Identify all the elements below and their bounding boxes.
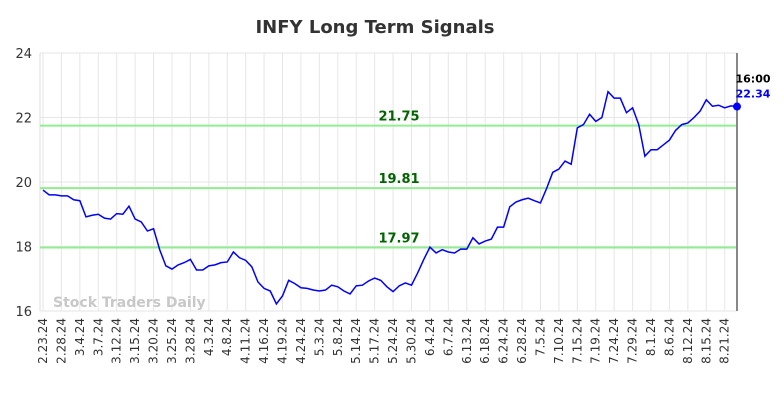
x-tick-label: 2.28.24 <box>54 318 68 364</box>
x-tick-label: 5.17.24 <box>368 318 382 364</box>
x-tick-label: 8.21.24 <box>718 318 732 364</box>
y-tick-label: 24 <box>15 47 32 62</box>
price-line <box>42 90 738 306</box>
x-tick-label: 4.24.24 <box>294 318 308 364</box>
x-tick-label: 5.3.24 <box>312 318 326 356</box>
last-point <box>733 102 741 111</box>
x-tick-label: 3.4.24 <box>73 318 87 356</box>
x-tick-label: 8.6.24 <box>662 318 676 356</box>
last-time-label: 16:00 <box>735 73 770 86</box>
last-value-label: 22.34 <box>736 88 771 101</box>
x-tick-label: 6.13.24 <box>460 318 474 364</box>
x-tick-label: 5.14.24 <box>349 318 363 364</box>
x-tick-label: 3.28.24 <box>183 318 197 364</box>
x-tick-label: 5.30.24 <box>404 318 418 364</box>
x-tick-label: 8.15.24 <box>699 318 713 364</box>
x-tick-label: 7.10.24 <box>552 318 566 364</box>
y-tick-label: 20 <box>15 176 32 191</box>
x-tick-label: 3.15.24 <box>128 318 142 364</box>
x-tick-label: 8.12.24 <box>681 318 695 364</box>
x-tick-label: 3.12.24 <box>110 318 124 364</box>
x-tick-label: 4.19.24 <box>276 318 290 364</box>
x-tick-label: 6.7.24 <box>441 318 455 356</box>
x-tick-label: 5.8.24 <box>331 318 345 356</box>
x-tick-label: 7.19.24 <box>589 318 603 364</box>
x-tick-label: 4.16.24 <box>257 318 271 364</box>
x-tick-label: 5.24.24 <box>386 318 400 364</box>
level-label: 21.75 <box>378 110 419 125</box>
level-label: 17.97 <box>378 231 419 246</box>
x-tick-label: 8.1.24 <box>644 318 658 356</box>
x-tick-label: 4.3.24 <box>202 318 216 356</box>
x-tick-label: 3.7.24 <box>91 318 105 356</box>
y-tick-label: 18 <box>15 241 32 256</box>
chart-title: INFY Long Term Signals <box>255 17 494 38</box>
y-tick-label: 22 <box>15 112 32 127</box>
watermark: Stock Traders Daily <box>53 295 206 311</box>
x-tick-label: 2.23.24 <box>36 318 50 364</box>
level-label: 19.81 <box>378 172 419 187</box>
x-tick-label: 7.24.24 <box>607 318 621 364</box>
x-tick-label: 7.5.24 <box>533 318 547 356</box>
x-tick-label: 6.24.24 <box>497 318 511 364</box>
x-tick-label: 7.15.24 <box>570 318 584 364</box>
x-tick-label: 3.20.24 <box>147 318 161 364</box>
x-tick-label: 4.11.24 <box>239 318 253 364</box>
x-tick-label: 6.18.24 <box>478 318 492 364</box>
x-tick-label: 3.25.24 <box>165 318 179 364</box>
x-tick-label: 6.28.24 <box>515 318 529 364</box>
x-tick-label: 7.29.24 <box>626 318 640 364</box>
x-tick-label: 6.4.24 <box>423 318 437 356</box>
y-tick-label: 16 <box>15 305 32 320</box>
x-tick-label: 4.8.24 <box>220 318 234 356</box>
